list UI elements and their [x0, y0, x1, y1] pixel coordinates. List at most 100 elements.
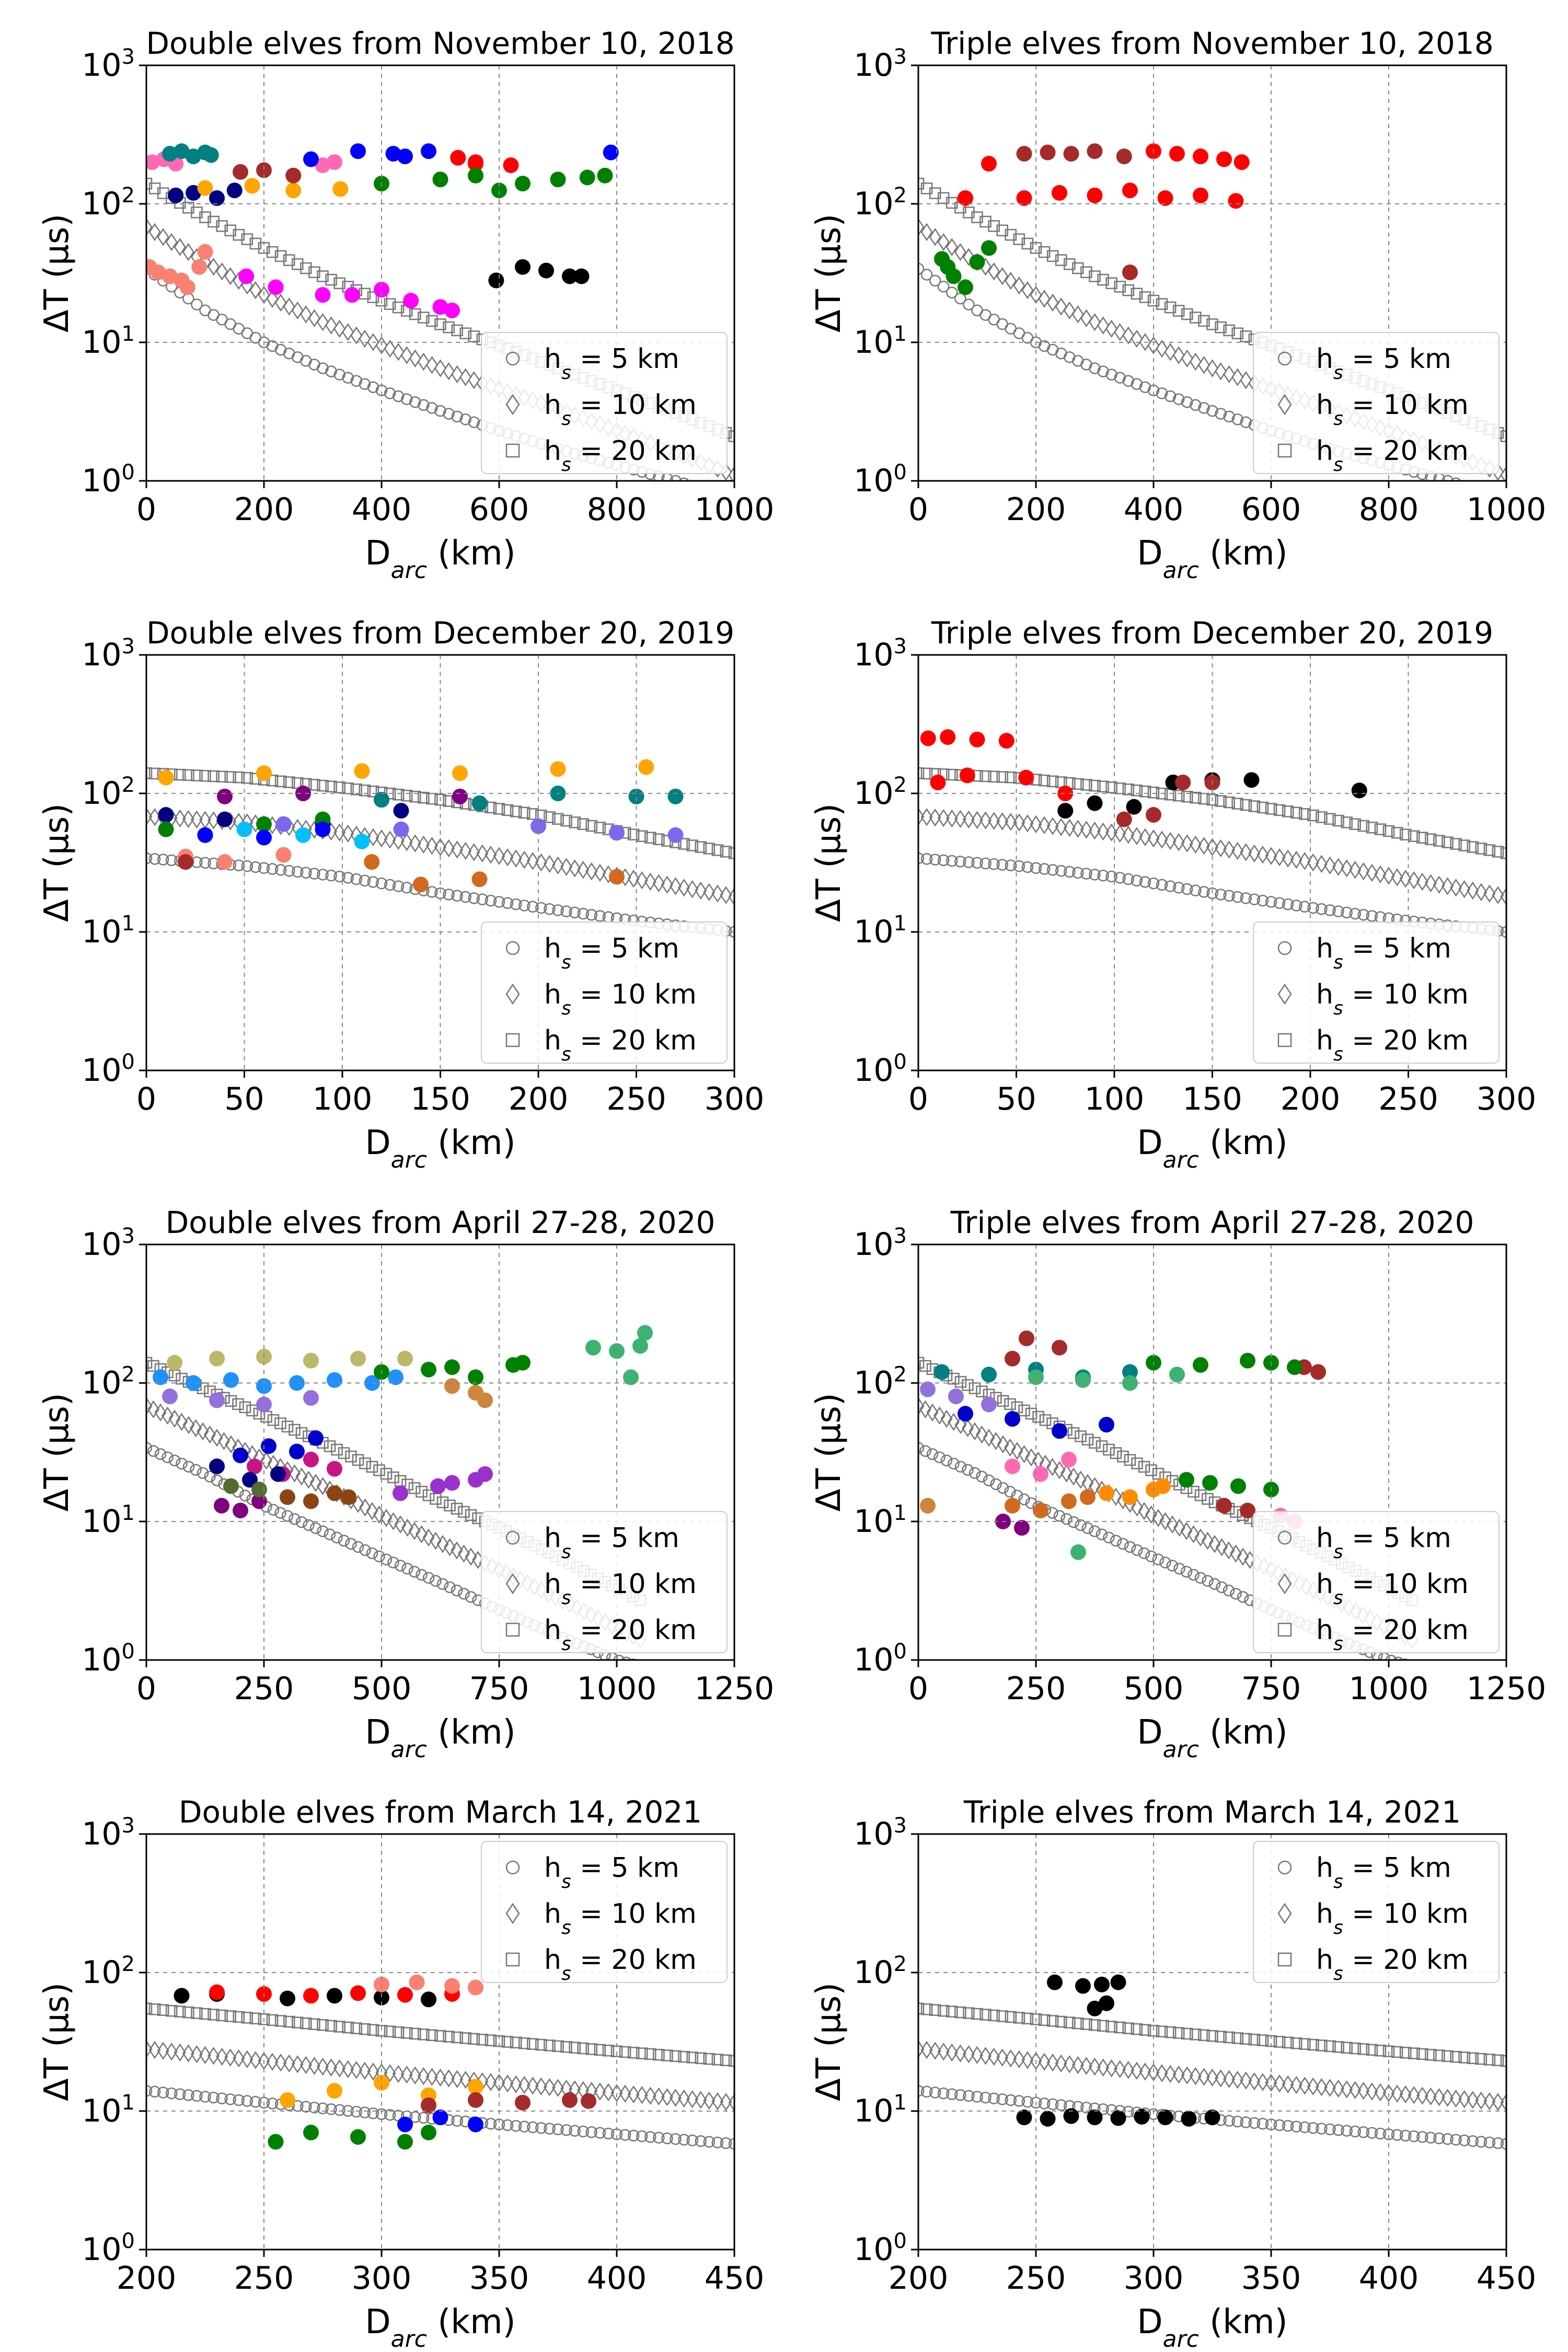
data-point — [1169, 146, 1185, 162]
data-point — [374, 1976, 389, 1992]
diamond-model-point — [1063, 301, 1076, 320]
diamond-model-point — [1307, 853, 1319, 872]
square-model-point — [422, 1489, 435, 1502]
diamond-model-point — [1164, 832, 1177, 850]
circle-model-point — [619, 2129, 631, 2141]
data-point — [430, 1478, 446, 1494]
diamond-model-point — [1021, 814, 1034, 833]
square-model-point — [1215, 321, 1227, 333]
data-point — [1155, 1478, 1171, 1494]
circle-model-point — [1181, 396, 1193, 408]
circle-model-point — [689, 480, 696, 481]
square-model-point — [1483, 844, 1496, 856]
circle-model-point — [971, 857, 983, 869]
square-model-point — [1357, 2043, 1370, 2055]
diamond-model-point — [996, 812, 1009, 831]
circle-model-point — [1089, 1525, 1101, 1537]
circle-model-point — [459, 891, 471, 903]
square-model-point — [946, 2005, 958, 2017]
y-tick-label: 102 — [82, 1363, 135, 1401]
diamond-model-point — [1074, 1470, 1087, 1489]
circle-model-point — [157, 2086, 169, 2099]
diamond-model-point — [1332, 2079, 1345, 2098]
square-model-point — [569, 816, 581, 828]
square-model-point — [384, 298, 396, 310]
circle-model-point — [1072, 867, 1084, 879]
square-legend-marker — [1277, 443, 1292, 458]
circle-model-point — [174, 2088, 186, 2100]
circle-model-point — [518, 900, 531, 912]
diamond-model-point — [1231, 2071, 1244, 2089]
square-model-point — [233, 2011, 245, 2023]
y-tick-label: 103 — [82, 635, 135, 673]
data-point — [226, 182, 243, 199]
square-model-point — [1307, 809, 1319, 822]
square-model-point — [552, 2040, 564, 2053]
diamond-model-point — [476, 844, 489, 863]
circle-model-point — [544, 2123, 556, 2135]
square-model-point — [207, 2009, 220, 2021]
circle-model-point — [1081, 1522, 1094, 1535]
circle-model-point — [937, 854, 950, 867]
square-model-point — [1152, 1468, 1165, 1480]
x-axis-label: Darc (km) — [365, 534, 515, 584]
data-point — [261, 1438, 276, 1454]
circle-model-point — [1256, 2118, 1269, 2130]
circle-model-point — [211, 1474, 223, 1486]
circle-model-point — [933, 1451, 946, 1463]
diamond-model-point — [1349, 2081, 1362, 2100]
circle-model-point — [342, 372, 354, 384]
circle-model-point — [501, 2119, 514, 2131]
circle-legend-marker — [1277, 941, 1292, 955]
x-tick-label: 500 — [1124, 1670, 1184, 1707]
circle-model-point — [1223, 890, 1235, 902]
square-model-point — [308, 2018, 320, 2031]
circle-model-point — [1442, 2133, 1454, 2145]
circle-model-point — [594, 910, 606, 922]
diamond-model-point — [1189, 352, 1202, 371]
square-model-point — [919, 1360, 931, 1372]
circle-model-point — [1117, 1538, 1129, 1550]
diamond-model-point — [400, 346, 413, 364]
square-model-point — [1089, 270, 1101, 282]
circle-model-point — [1089, 869, 1101, 881]
circle-model-point — [627, 2129, 640, 2142]
square-model-point — [1416, 2048, 1428, 2060]
diamond-model-point — [1315, 855, 1328, 873]
data-point — [471, 795, 488, 811]
circle-model-point — [976, 1470, 988, 1483]
diamond-model-point — [1265, 847, 1277, 865]
diamond-model-point — [409, 349, 421, 368]
square-model-point — [1156, 787, 1168, 800]
square-model-point — [380, 1468, 393, 1480]
square-model-point — [510, 805, 522, 817]
circle-model-point — [274, 864, 287, 876]
x-tick-label: 100 — [1085, 1081, 1145, 1117]
diamond-model-point — [1349, 861, 1362, 879]
circle-model-point — [535, 2122, 547, 2134]
data-point — [236, 821, 252, 837]
square-model-point — [1450, 2050, 1462, 2063]
data-point — [1157, 2109, 1173, 2126]
circle-model-point — [1145, 1550, 1157, 1563]
diamond-model-point — [1366, 863, 1378, 882]
circle-model-point — [1139, 876, 1151, 888]
diamond-model-point — [211, 1428, 223, 1447]
diamond-model-point — [1053, 1461, 1066, 1480]
square-model-point — [1265, 803, 1277, 815]
square-model-point — [996, 771, 1008, 783]
square-model-point — [274, 2015, 287, 2027]
circle-model-point — [1223, 410, 1235, 423]
circle-model-point — [918, 1442, 925, 1454]
circle-model-point — [1467, 2135, 1479, 2147]
square-model-point — [216, 770, 228, 783]
square-model-point — [1416, 832, 1428, 844]
diamond-model-point — [1416, 872, 1428, 891]
diamond-model-point — [1374, 865, 1387, 884]
circle-model-point — [1385, 1654, 1397, 1660]
square-model-point — [1064, 258, 1076, 270]
x-tick-label: 0 — [908, 1670, 928, 1707]
data-point — [959, 767, 975, 783]
square-model-point — [1391, 2046, 1403, 2058]
